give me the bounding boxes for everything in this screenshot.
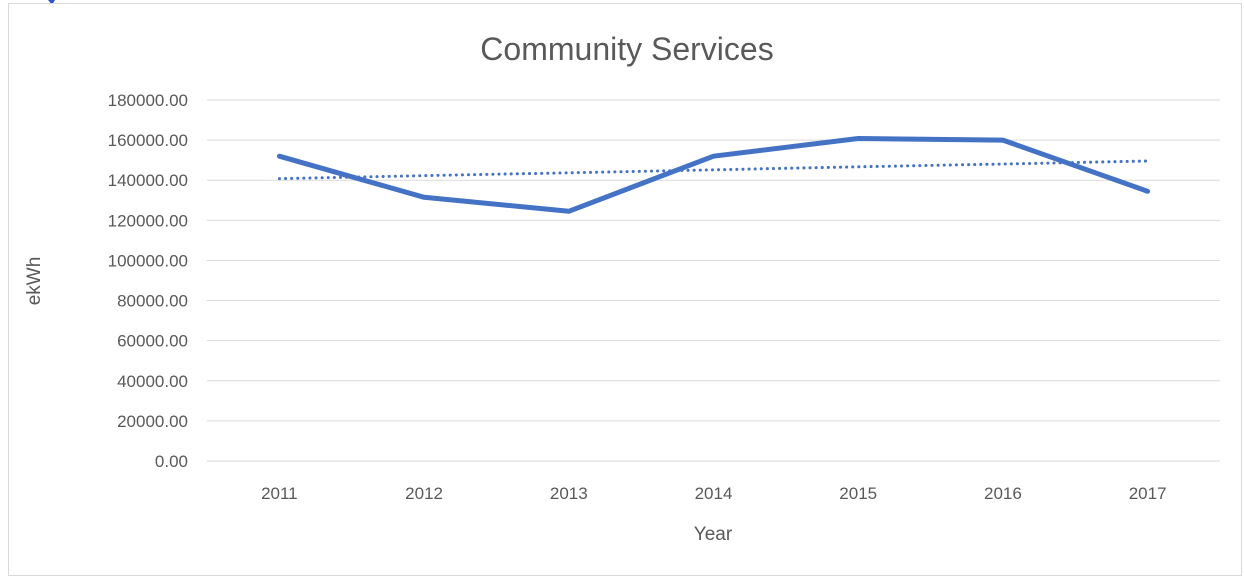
- y-axis-label: ekWh: [24, 257, 45, 306]
- partial-heading-fragment: [0, 0, 60, 6]
- trendline-point: [424, 175, 425, 176]
- partial-heading-fragment-shape: [48, 0, 55, 5]
- trendline-series: [277, 159, 1150, 181]
- data-point: [1147, 191, 1148, 192]
- x-tick-label: 2011: [261, 484, 298, 503]
- y-tick-label: 60000.00: [117, 332, 188, 351]
- y-tick-label: 40000.00: [117, 372, 188, 391]
- trendline-point: [713, 169, 714, 170]
- x-tick-label: 2015: [839, 484, 877, 503]
- trendline-point: [1147, 160, 1148, 161]
- chart-title: Community Services: [480, 31, 773, 67]
- chart-area: [8, 3, 1242, 576]
- y-tick-label: 120000.00: [108, 211, 188, 230]
- trendline-point: [1002, 163, 1003, 164]
- x-tick-label: 2014: [695, 484, 733, 503]
- data-point: [1002, 140, 1003, 141]
- x-axis-label: Year: [694, 524, 733, 545]
- x-tick-label: 2017: [1129, 484, 1167, 503]
- y-tick-label: 80000.00: [117, 292, 188, 311]
- data-point: [279, 156, 280, 157]
- x-tick-label: 2012: [405, 484, 443, 503]
- y-tick-label: 100000.00: [108, 251, 188, 270]
- gridlines: [207, 99, 1220, 462]
- y-tick-label: 20000.00: [117, 412, 188, 431]
- x-tick-label: 2013: [550, 484, 588, 503]
- trendline-point: [858, 166, 859, 167]
- data-point: [568, 211, 569, 212]
- data-point: [858, 138, 859, 139]
- x-axis-ticks: 2011 2012 2013 2014 2015 2016 2017: [261, 484, 1166, 503]
- x-tick-label: 2016: [984, 484, 1022, 503]
- y-axis-ticks: 0.00 20000.00 40000.00 60000.00 80000.00 1000…: [108, 91, 188, 471]
- data-series-line: [276, 136, 1151, 214]
- y-tick-label: 180000.00: [108, 91, 188, 110]
- data-point: [713, 156, 714, 157]
- series-lines: [276, 136, 1151, 214]
- y-tick-label: 0.00: [155, 452, 188, 471]
- trendline-point: [279, 178, 280, 179]
- y-tick-label: 140000.00: [108, 171, 188, 190]
- y-tick-label: 160000.00: [108, 131, 188, 150]
- data-point: [424, 197, 425, 198]
- trendline-point: [568, 172, 569, 173]
